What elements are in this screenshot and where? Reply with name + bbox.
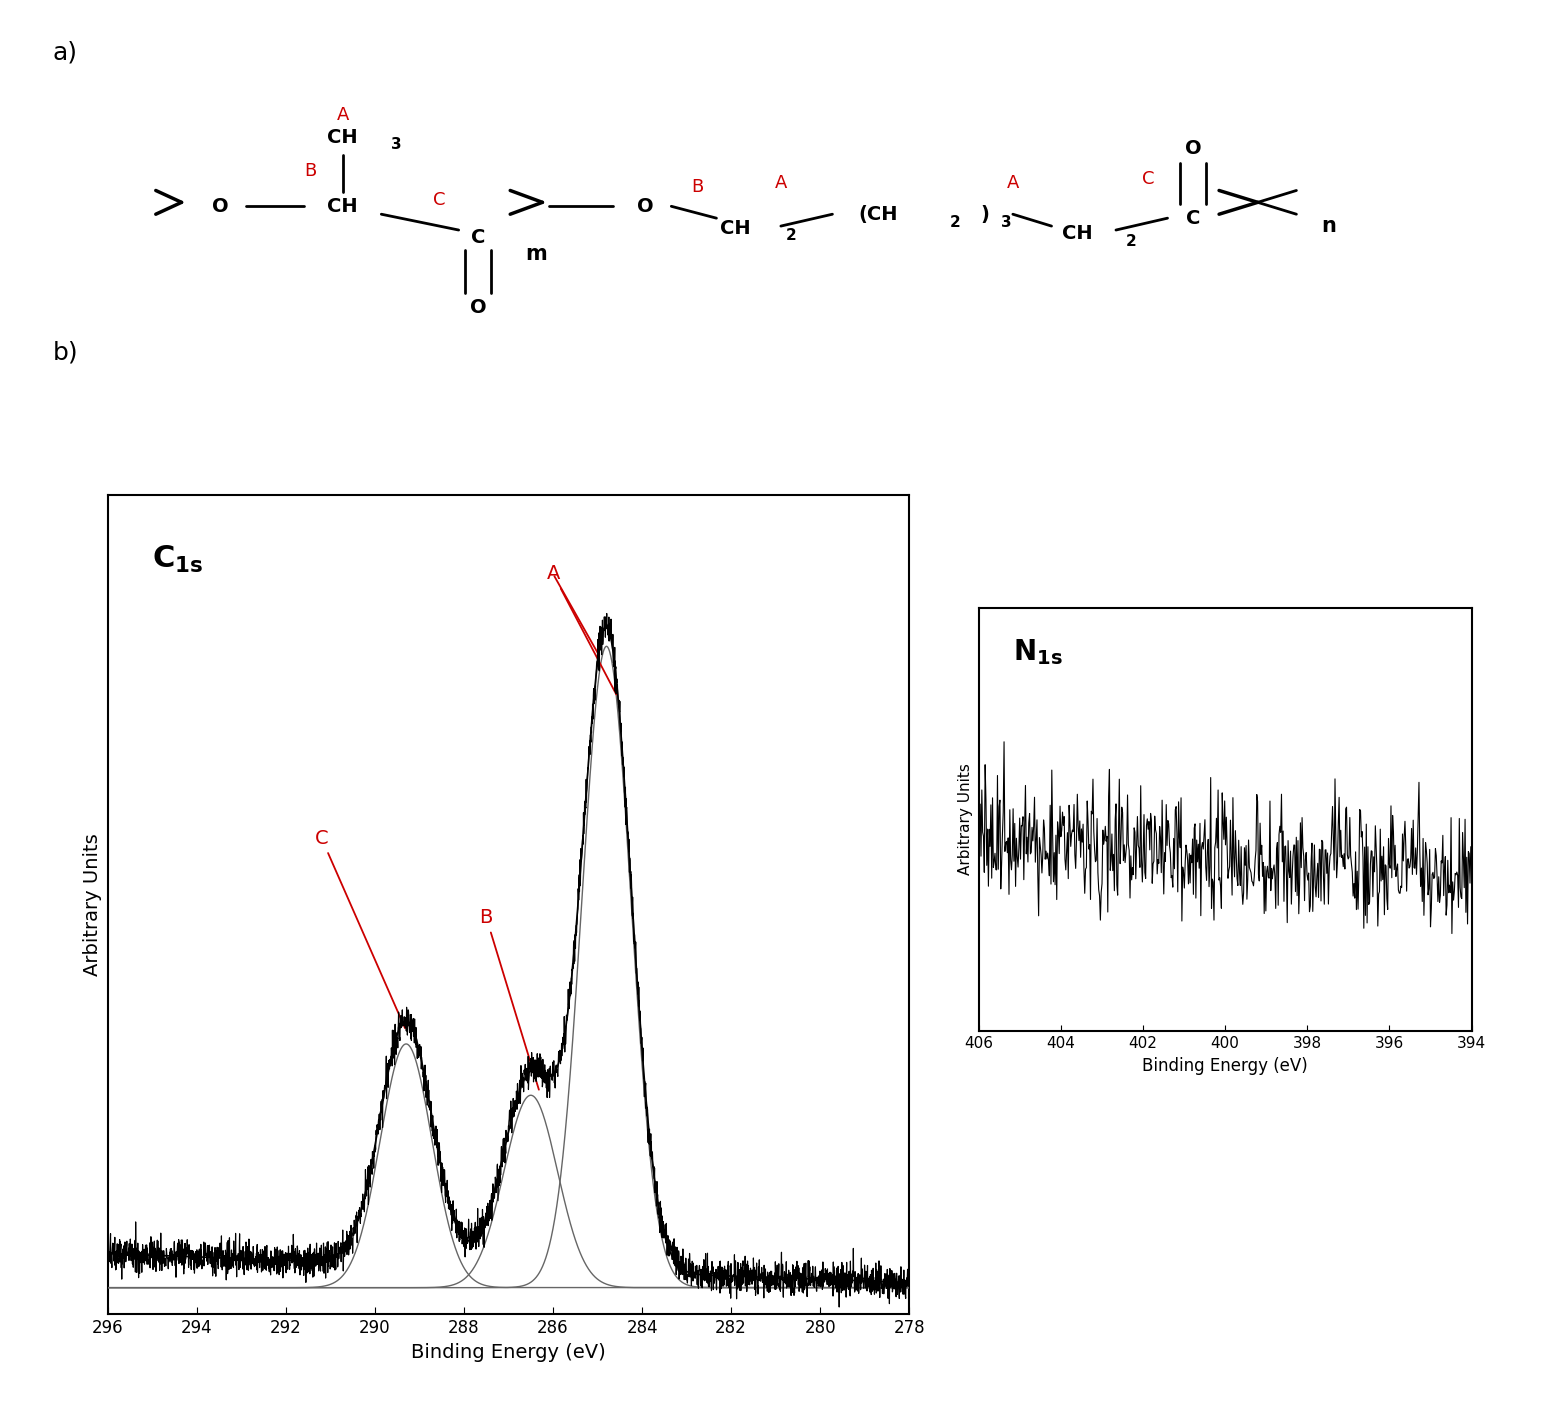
Text: A: A xyxy=(1006,174,1019,192)
Text: m: m xyxy=(525,244,547,264)
Text: C: C xyxy=(433,191,445,209)
X-axis label: Binding Energy (eV): Binding Energy (eV) xyxy=(1142,1057,1308,1075)
Text: B: B xyxy=(479,909,539,1089)
Text: 3: 3 xyxy=(391,137,402,153)
Y-axis label: Arbitrary Units: Arbitrary Units xyxy=(959,763,972,876)
Text: (CH: (CH xyxy=(858,205,898,223)
Text: a): a) xyxy=(52,40,77,64)
Text: $\bf{C_{1s}}$: $\bf{C_{1s}}$ xyxy=(153,544,203,575)
Y-axis label: Arbitrary Units: Arbitrary Units xyxy=(83,832,102,976)
Text: A: A xyxy=(775,174,787,192)
Text: C: C xyxy=(472,229,485,247)
Text: CH: CH xyxy=(721,219,750,237)
Text: CH: CH xyxy=(1062,225,1093,243)
Text: C: C xyxy=(314,829,405,1029)
Text: CH: CH xyxy=(327,196,358,216)
Text: A: A xyxy=(547,564,616,694)
Text: 3: 3 xyxy=(1002,215,1012,230)
Text: b): b) xyxy=(52,341,79,365)
Text: B: B xyxy=(690,178,703,195)
Text: 2: 2 xyxy=(949,215,960,230)
Text: $\bf{N_{1s}}$: $\bf{N_{1s}}$ xyxy=(1012,637,1063,667)
Text: B: B xyxy=(304,161,316,179)
Text: CH: CH xyxy=(327,127,358,147)
Text: O: O xyxy=(638,196,653,216)
Text: n: n xyxy=(1321,216,1336,236)
Text: 2: 2 xyxy=(1126,235,1137,250)
X-axis label: Binding Energy (eV): Binding Energy (eV) xyxy=(411,1342,606,1362)
Text: 2: 2 xyxy=(786,229,797,243)
Text: C: C xyxy=(1187,209,1200,227)
Text: C: C xyxy=(1142,170,1154,188)
Text: O: O xyxy=(213,196,228,216)
Text: ): ) xyxy=(980,205,989,223)
Text: O: O xyxy=(1185,140,1202,158)
Text: A: A xyxy=(336,106,348,124)
Text: O: O xyxy=(470,298,487,317)
